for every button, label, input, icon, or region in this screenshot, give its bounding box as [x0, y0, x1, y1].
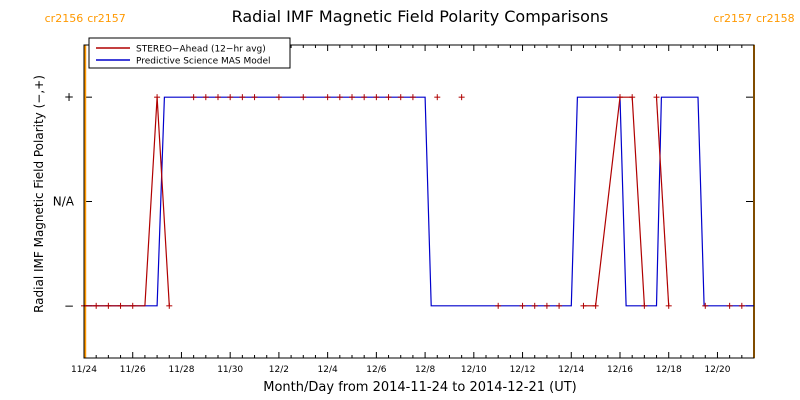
stereo-data-point — [202, 94, 209, 101]
stereo-data-point — [166, 302, 173, 309]
x-tick-label: 12/10 — [461, 365, 487, 375]
stereo-data-point — [629, 94, 636, 101]
chart-title: Radial IMF Magnetic Field Polarity Compa… — [232, 7, 609, 26]
legend-box — [88, 37, 291, 69]
stereo-data-point — [251, 94, 258, 101]
carrington-label-right: cr2158 — [756, 12, 795, 25]
x-tick-label: 12/16 — [607, 365, 633, 375]
x-tick-label: 11/26 — [120, 365, 146, 375]
y-tick-label: N/A — [53, 195, 75, 209]
x-tick-label: 12/2 — [269, 365, 289, 375]
stereo-data-point — [580, 302, 587, 309]
stereo-data-point — [495, 302, 502, 309]
stereo-data-point — [617, 94, 623, 101]
x-tick-label: 12/14 — [558, 365, 584, 375]
y-axis-label: Radial IMF Magnetic Field Polarity (−,+) — [32, 75, 46, 313]
stereo-data-point — [434, 94, 441, 101]
stereo-data-point — [519, 302, 526, 309]
x-tick-label: 12/12 — [510, 365, 536, 375]
carrington-label-left: cr2156 — [45, 12, 84, 25]
carrington-label-right: cr2157 — [87, 12, 126, 25]
stereo-data-point — [105, 302, 112, 309]
stereo-data-point — [349, 94, 355, 101]
stereo-data-point — [373, 94, 380, 101]
x-tick-label: 12/8 — [415, 365, 435, 375]
y-tick-label: + — [64, 90, 74, 104]
stereo-data-point — [93, 302, 100, 309]
stereo-data-point — [239, 94, 246, 101]
stereo-data-point — [385, 94, 392, 101]
stereo-data-point — [117, 302, 124, 309]
stereo-data-point — [556, 302, 563, 309]
stereo-data-point — [361, 94, 368, 101]
stereo-data-point — [458, 94, 465, 101]
carrington-label-left: cr2157 — [713, 12, 752, 25]
stereo-data-point — [397, 94, 404, 101]
x-tick-label: 11/28 — [168, 365, 194, 375]
stereo-data-point — [324, 94, 331, 101]
stereo-data-point — [543, 302, 550, 309]
legend-label: STEREO−Ahead (12−hr avg) — [136, 45, 266, 55]
x-tick-label: 12/6 — [366, 365, 386, 375]
x-tick-label: 12/20 — [704, 365, 730, 375]
stereo-data-point — [726, 302, 733, 309]
x-tick-label: 11/24 — [71, 365, 97, 375]
stereo-data-point — [653, 94, 660, 101]
x-axis-label: Month/Day from 2014-11-24 to 2014-12-21 … — [263, 380, 576, 395]
stereo-data-point — [275, 94, 282, 101]
y-tick-label: − — [64, 299, 74, 313]
stereo-data-point — [336, 94, 343, 101]
x-tick-label: 12/18 — [656, 365, 682, 375]
stereo-data-point — [702, 302, 709, 309]
x-tick-label: 11/30 — [217, 365, 243, 375]
series-layer — [81, 94, 754, 309]
stereo-data-point — [665, 302, 672, 309]
stereo-series-line — [655, 97, 670, 306]
model-series-line — [84, 96, 754, 307]
stereo-data-point — [129, 302, 136, 309]
stereo-data-point — [190, 94, 197, 101]
stereo-data-point — [409, 94, 416, 101]
stereo-data-point — [227, 94, 234, 101]
plot-frame — [83, 44, 755, 359]
stereo-data-point — [215, 94, 221, 101]
stereo-data-point — [531, 302, 538, 309]
x-tick-label: 12/4 — [318, 365, 338, 375]
stereo-data-point — [154, 94, 161, 101]
stereo-data-point — [738, 302, 745, 309]
stereo-data-point — [300, 94, 307, 101]
stereo-data-point — [641, 302, 648, 309]
stereo-data-point — [592, 302, 599, 309]
legend-label: Predictive Science MAS Model — [136, 57, 271, 67]
legend: STEREO−Ahead (12−hr avg) Predictive Scien… — [88, 37, 291, 69]
